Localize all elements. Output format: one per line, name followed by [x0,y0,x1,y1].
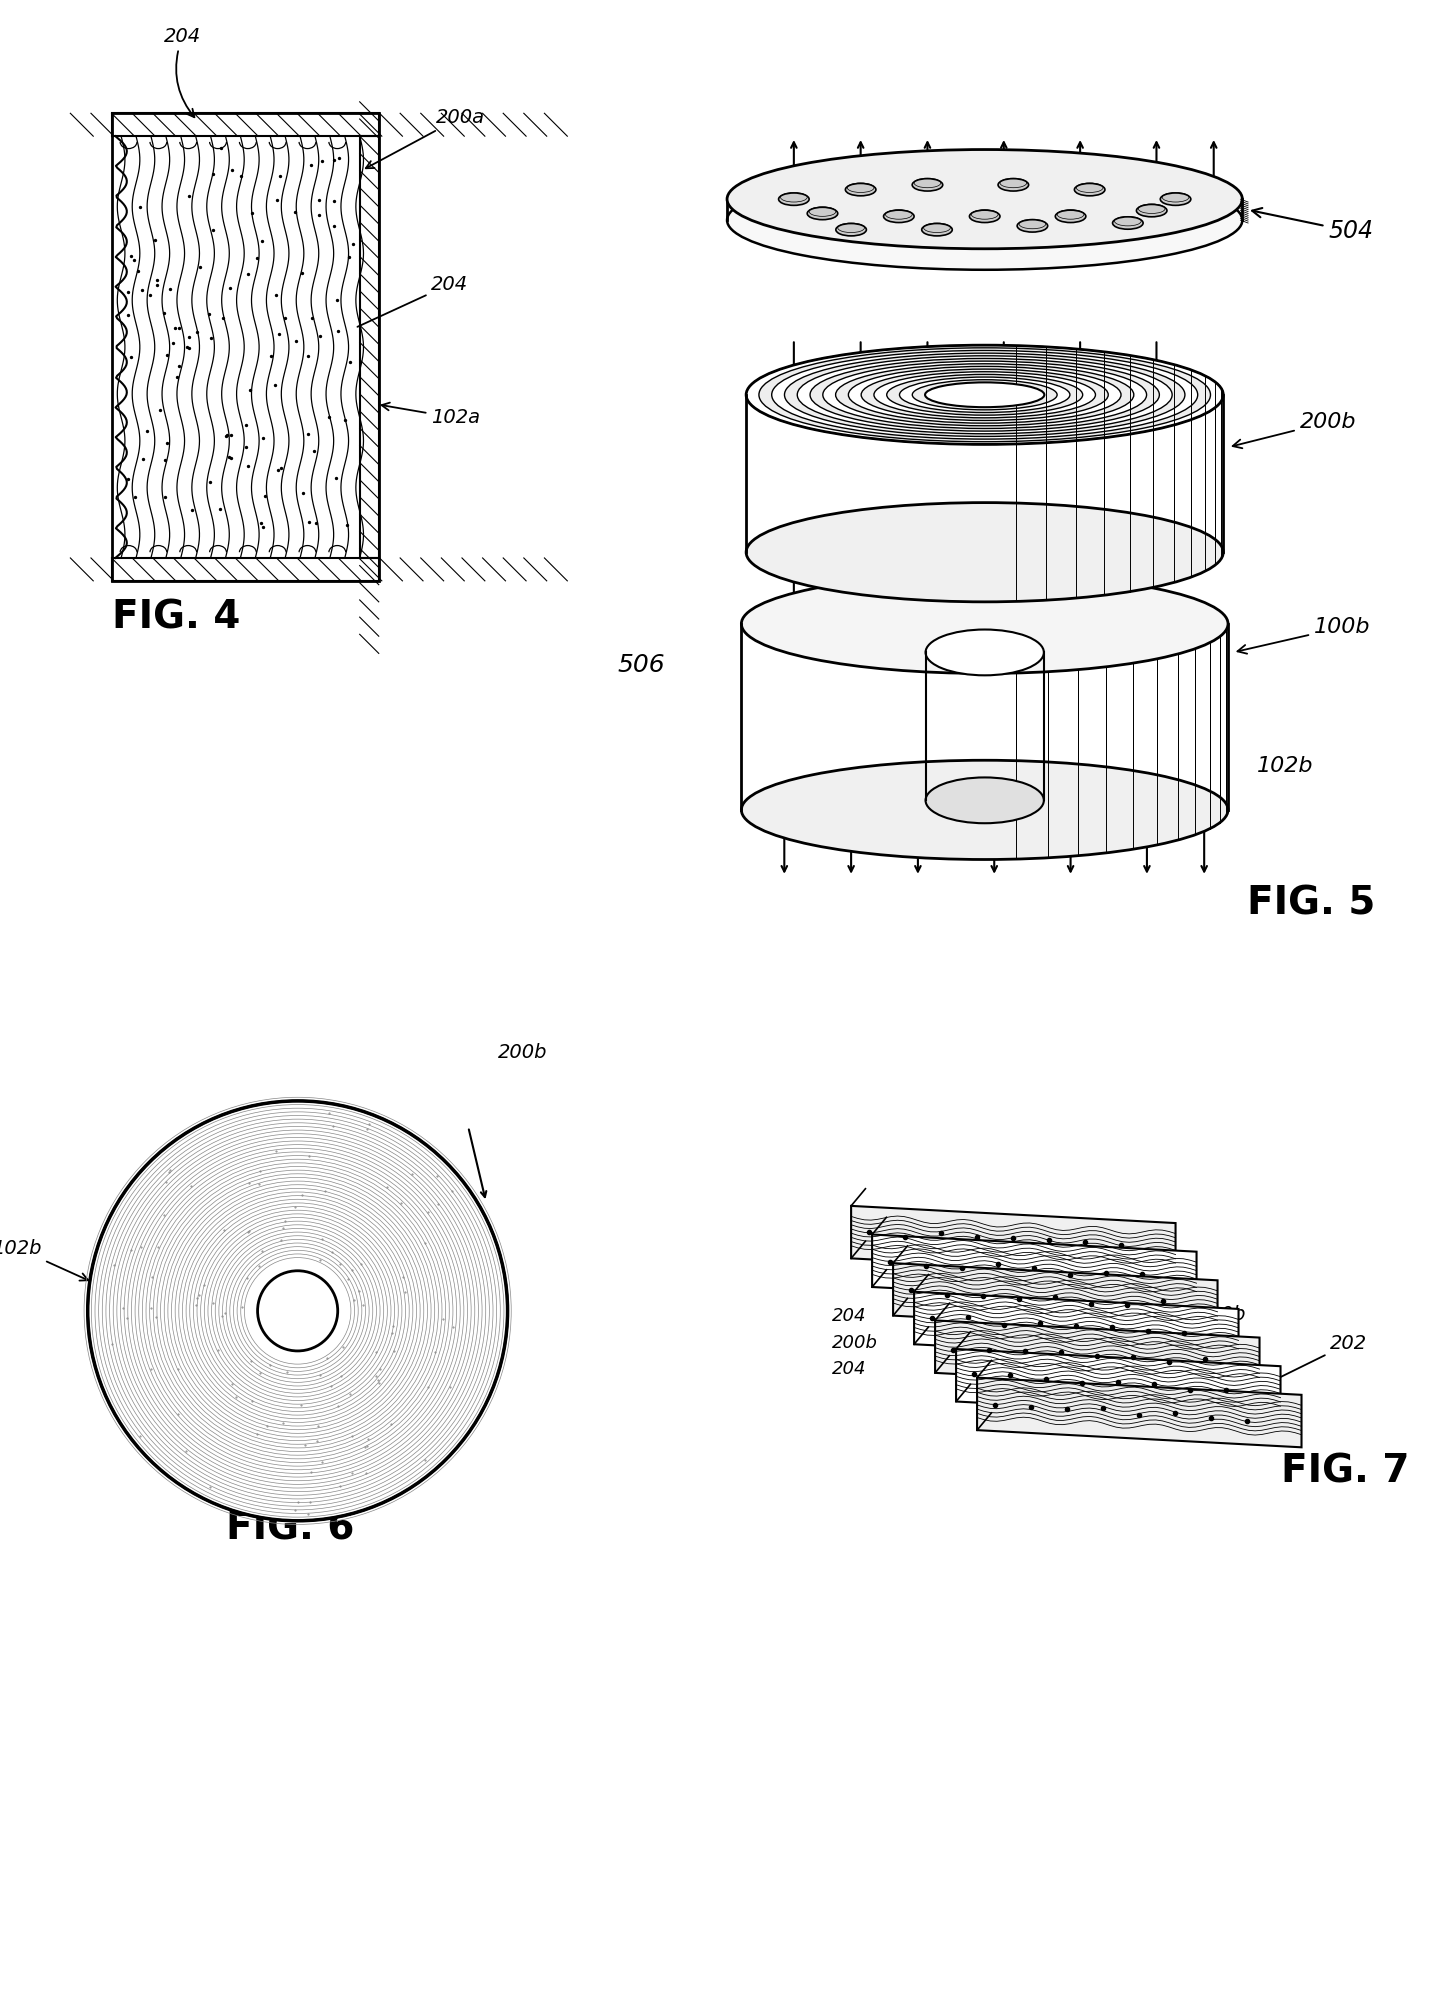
Polygon shape [893,1264,1218,1333]
Ellipse shape [861,369,1109,421]
Circle shape [212,1226,383,1397]
Ellipse shape [727,171,1243,269]
Text: 204: 204 [357,275,468,327]
Ellipse shape [835,223,867,235]
Ellipse shape [913,381,1057,411]
Ellipse shape [900,377,1070,413]
Ellipse shape [884,209,914,223]
Ellipse shape [772,351,1198,438]
Ellipse shape [922,223,952,235]
Text: FIG. 6: FIG. 6 [226,1511,354,1549]
Circle shape [258,1272,338,1351]
Circle shape [197,1210,399,1411]
Text: 200b: 200b [1079,1305,1246,1385]
Circle shape [190,1204,406,1419]
Ellipse shape [887,375,1083,415]
Ellipse shape [1056,209,1086,223]
Text: 200b: 200b [1233,413,1356,448]
Ellipse shape [742,759,1228,859]
Circle shape [117,1130,478,1491]
Circle shape [233,1248,361,1375]
Text: 502: 502 [1050,580,1103,668]
Polygon shape [914,1291,1238,1361]
Ellipse shape [746,345,1223,444]
Bar [111,114,379,580]
Bar [111,558,379,580]
Circle shape [240,1254,354,1367]
Ellipse shape [811,359,1159,430]
Ellipse shape [779,193,809,205]
Ellipse shape [926,777,1044,823]
Circle shape [109,1122,485,1499]
Text: FIG. 5: FIG. 5 [1247,885,1375,923]
Circle shape [88,1100,507,1521]
Circle shape [95,1108,500,1513]
Circle shape [168,1182,428,1441]
Text: 204: 204 [164,26,202,118]
Circle shape [183,1196,413,1427]
Ellipse shape [998,179,1028,191]
Polygon shape [873,1234,1197,1303]
Bar [111,114,379,136]
Text: FIG. 4: FIG. 4 [111,598,240,636]
Polygon shape [935,1321,1260,1389]
Text: 100b: 100b [1237,618,1371,654]
Circle shape [102,1116,492,1507]
Text: 102b: 102b [1257,755,1313,775]
Text: 102a: 102a [382,403,481,427]
Text: 200a: 200a [366,108,485,167]
Ellipse shape [785,353,1185,436]
Ellipse shape [727,149,1243,249]
Ellipse shape [822,361,1146,428]
Text: 102b: 102b [0,1238,88,1281]
Polygon shape [956,1349,1280,1419]
Circle shape [131,1144,464,1477]
Ellipse shape [912,179,943,191]
Ellipse shape [808,207,838,219]
Ellipse shape [1113,217,1143,229]
Circle shape [226,1240,369,1383]
Ellipse shape [798,357,1172,434]
Bar [360,136,379,558]
Polygon shape [851,1206,1175,1276]
Circle shape [161,1174,435,1449]
Ellipse shape [1161,193,1191,205]
Text: 204: 204 [832,1359,867,1377]
Text: 200b: 200b [498,1042,547,1062]
Text: 204: 204 [832,1307,867,1325]
Ellipse shape [924,383,1044,407]
Ellipse shape [742,574,1228,674]
Text: 504: 504 [1253,207,1374,243]
Circle shape [219,1232,376,1389]
Ellipse shape [874,373,1096,419]
Text: 200b: 200b [832,1333,878,1351]
Ellipse shape [746,502,1223,602]
Text: 506: 506 [618,652,665,676]
Ellipse shape [759,349,1211,442]
Text: 202: 202 [1241,1333,1367,1397]
Ellipse shape [1074,183,1104,195]
Polygon shape [978,1377,1302,1447]
Ellipse shape [1017,219,1048,231]
Circle shape [145,1160,449,1463]
Ellipse shape [845,183,876,195]
Circle shape [138,1152,456,1469]
Circle shape [204,1218,392,1405]
Ellipse shape [1136,205,1166,217]
Circle shape [176,1188,420,1433]
Circle shape [124,1138,471,1485]
Text: FIG. 7: FIG. 7 [1280,1453,1408,1491]
Ellipse shape [926,630,1044,676]
Ellipse shape [848,367,1120,423]
Ellipse shape [835,365,1133,427]
Circle shape [153,1166,442,1455]
Ellipse shape [969,209,999,223]
